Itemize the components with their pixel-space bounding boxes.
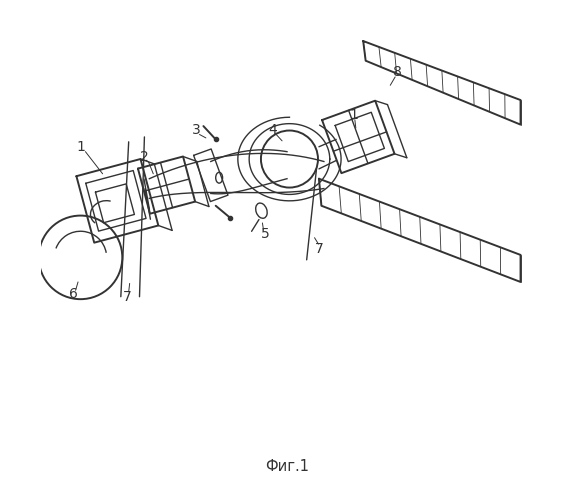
- Text: 3: 3: [192, 122, 200, 136]
- Text: 1: 1: [76, 140, 85, 154]
- Text: Фиг.1: Фиг.1: [265, 459, 309, 474]
- Text: 7: 7: [315, 242, 323, 256]
- Text: 8: 8: [393, 65, 402, 79]
- Text: 2: 2: [140, 150, 149, 164]
- Text: 7: 7: [123, 290, 131, 304]
- Text: 4: 4: [268, 122, 277, 136]
- Text: 5: 5: [261, 228, 269, 241]
- Text: 6: 6: [69, 287, 77, 301]
- Text: 1: 1: [349, 108, 358, 122]
